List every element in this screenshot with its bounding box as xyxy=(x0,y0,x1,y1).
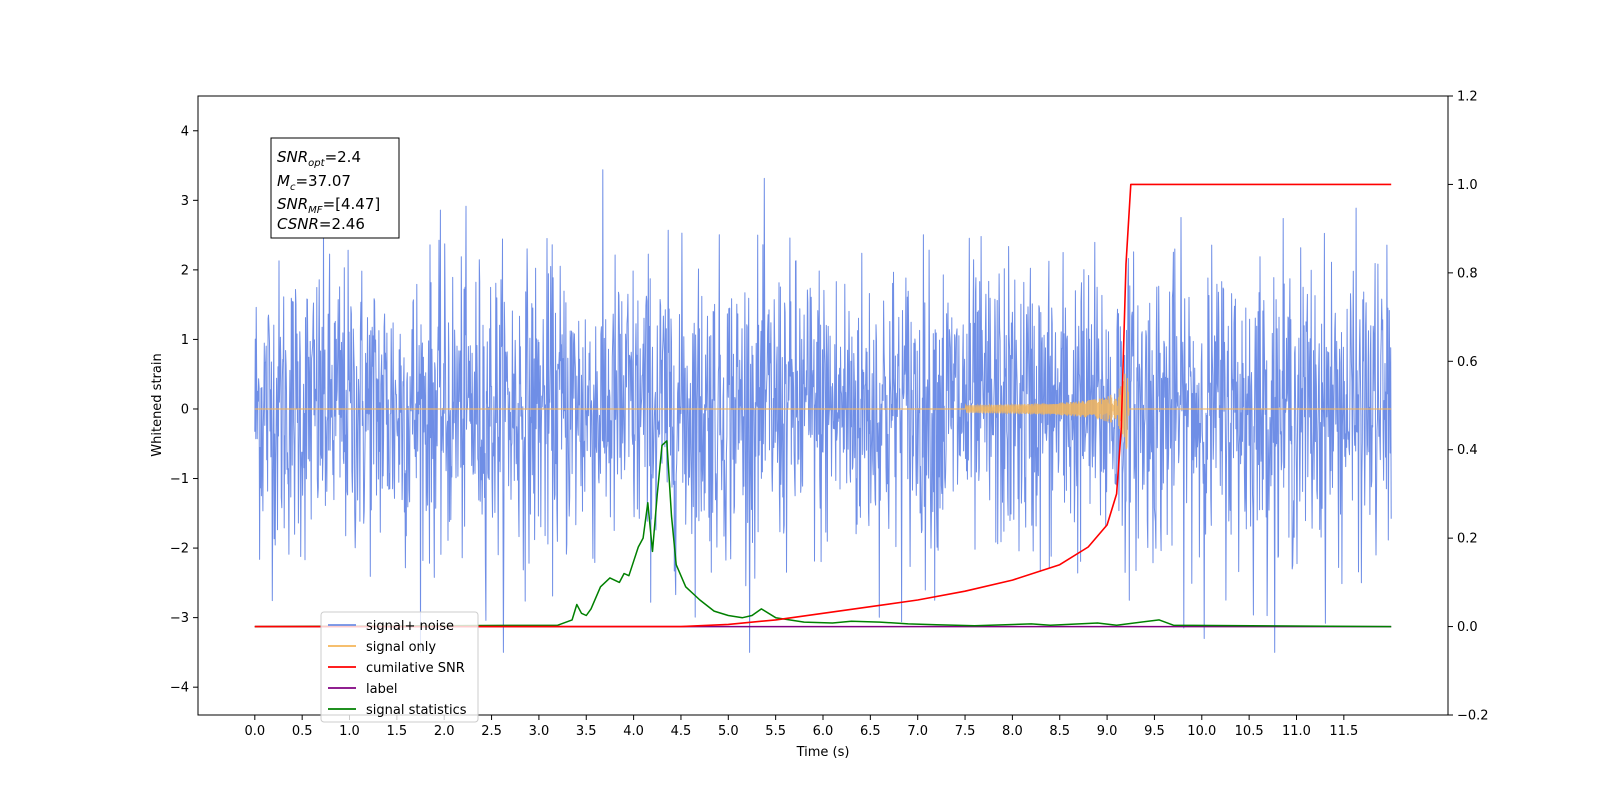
mc-sub: c xyxy=(290,182,296,193)
x-tick-label: 7.0 xyxy=(907,724,928,739)
x-tick-label: 11.5 xyxy=(1329,724,1358,739)
legend-label: signal only xyxy=(366,640,436,655)
legend-label: signal statistics xyxy=(366,703,467,718)
y-tick-label: 3 xyxy=(181,194,189,209)
y2-tick-label: 0.0 xyxy=(1457,620,1478,635)
mc-value: =37.07 xyxy=(295,172,351,190)
x-tick-label: 10.0 xyxy=(1187,724,1216,739)
x-tick-label: 4.5 xyxy=(671,724,692,739)
x-tick-label: 0.5 xyxy=(292,724,313,739)
annotation-snr-mf: SNRMF=[4.47] xyxy=(277,195,380,216)
legend-label: signal+ noise xyxy=(366,619,454,634)
x-tick-label: 9.5 xyxy=(1144,724,1165,739)
legend-frame xyxy=(320,611,479,723)
annotation-box: SNRopt=2.4 Mc=37.07 SNRMF=[4.47] CSNR=2.… xyxy=(270,137,400,239)
x-tick-label: 5.5 xyxy=(765,724,786,739)
x-axis: 0.0 0.5 1.0 1.5 2.0 2.5 3.0 3.5 4.0 4.5 5.0 5.5 6.0 6… xyxy=(244,715,1358,739)
annotation-csnr: CSNR=2.46 xyxy=(277,215,365,233)
x-tick-label: 1.0 xyxy=(339,724,360,739)
y-tick-label: 4 xyxy=(181,124,189,139)
csnr-value: =2.46 xyxy=(319,215,365,233)
y-axis-left: 4 3 2 1 0 −1 −2 −3 −4 xyxy=(170,124,198,696)
snr-mf-sub: MF xyxy=(308,205,323,216)
y-axis-right: 1.2 1.0 0.8 0.6 0.4 0.2 0.0 −0.2 xyxy=(1448,90,1489,724)
x-tick-label: 0.0 xyxy=(244,724,265,739)
x-tick-label: 5.0 xyxy=(718,724,739,739)
annotation-snr-opt: SNRopt=2.4 xyxy=(277,148,361,169)
x-tick-label: 10.5 xyxy=(1235,724,1264,739)
x-tick-label: 1.5 xyxy=(387,724,408,739)
x-tick-label: 6.5 xyxy=(860,724,881,739)
snr-mf-value: =[4.47] xyxy=(323,195,381,213)
series-signal-only-line xyxy=(254,373,1392,450)
x-tick-label: 3.5 xyxy=(576,724,597,739)
x-tick-label: 9.0 xyxy=(1097,724,1118,739)
snr-opt-label: SNR xyxy=(277,148,308,166)
y-axis-label: Whitened strain xyxy=(150,353,165,456)
mc-label: M xyxy=(277,172,290,190)
snr-mf-label: SNR xyxy=(277,195,308,213)
y2-tick-label: −0.2 xyxy=(1457,709,1489,724)
y-tick-label: −1 xyxy=(170,472,189,487)
y2-tick-label: 0.8 xyxy=(1457,266,1478,281)
x-tick-label: 3.0 xyxy=(529,724,550,739)
x-tick-label: 8.5 xyxy=(1049,724,1070,739)
y-tick-label: −3 xyxy=(170,611,189,626)
series-signal-statistics-line xyxy=(254,440,1392,628)
x-tick-label: 7.5 xyxy=(955,724,976,739)
y-tick-label: −2 xyxy=(170,542,189,557)
x-axis-label: Time (s) xyxy=(796,745,850,760)
y-tick-label: 1 xyxy=(181,333,189,348)
x-tick-label: 11.0 xyxy=(1282,724,1311,739)
x-tick-label: 4.0 xyxy=(623,724,644,739)
y2-tick-label: 1.0 xyxy=(1457,178,1478,193)
y2-tick-label: 0.2 xyxy=(1457,532,1478,547)
snr-opt-value: =2.4 xyxy=(325,148,361,166)
annotation-frame xyxy=(270,137,400,239)
x-tick-label: 8.0 xyxy=(1002,724,1023,739)
x-tick-label: 2.0 xyxy=(434,724,455,739)
x-tick-label: 2.5 xyxy=(481,724,502,739)
legend-entries: signal+ noise signal only cumilative SNR la… xyxy=(328,619,467,718)
y2-tick-label: 1.2 xyxy=(1457,90,1478,105)
legend-label: cumilative SNR xyxy=(366,661,465,676)
y-tick-label: 2 xyxy=(181,263,189,278)
snr-opt-sub: opt xyxy=(308,158,325,169)
y-tick-label: −4 xyxy=(170,681,189,696)
y2-tick-label: 0.4 xyxy=(1457,443,1478,458)
series-cumulative-snr-line xyxy=(254,183,1392,628)
legend: signal+ noise signal only cumilative SNR la… xyxy=(320,611,479,723)
y2-tick-label: 0.6 xyxy=(1457,355,1478,370)
x-tick-label: 6.0 xyxy=(813,724,834,739)
legend-label: label xyxy=(366,682,397,697)
csnr-label: CSNR xyxy=(277,215,319,233)
annotation-mc: Mc=37.07 xyxy=(277,172,351,193)
series-signal-noise-line xyxy=(254,169,1392,653)
y-tick-label: 0 xyxy=(181,402,189,417)
